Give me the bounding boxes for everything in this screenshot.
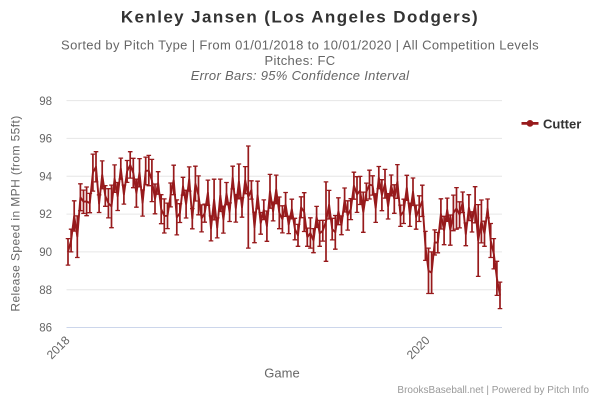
svg-text:96: 96	[39, 134, 52, 146]
svg-text:90: 90	[39, 247, 52, 259]
svg-text:Kenley Jansen (Los Angeles Dod: Kenley Jansen (Los Angeles Dodgers)	[121, 8, 479, 27]
svg-text:Release Speed in MPH (from 55f: Release Speed in MPH (from 55ft)	[8, 115, 22, 311]
svg-text:92: 92	[39, 209, 52, 221]
svg-text:Game: Game	[264, 366, 299, 381]
svg-text:94: 94	[39, 171, 52, 183]
svg-text:98: 98	[39, 96, 52, 108]
svg-text:Error Bars: 95% Confidence Int: Error Bars: 95% Confidence Interval	[191, 68, 410, 83]
svg-text:86: 86	[39, 323, 52, 335]
svg-text:BrooksBaseball.net | Powered b: BrooksBaseball.net | Powered by Pitch In…	[397, 385, 589, 396]
svg-text:Sorted by Pitch Type | From 01: Sorted by Pitch Type | From 01/01/2018 t…	[61, 38, 539, 53]
svg-text:88: 88	[39, 285, 52, 297]
svg-text:Cutter: Cutter	[543, 117, 581, 132]
svg-text:Pitches: FC: Pitches: FC	[264, 53, 335, 68]
